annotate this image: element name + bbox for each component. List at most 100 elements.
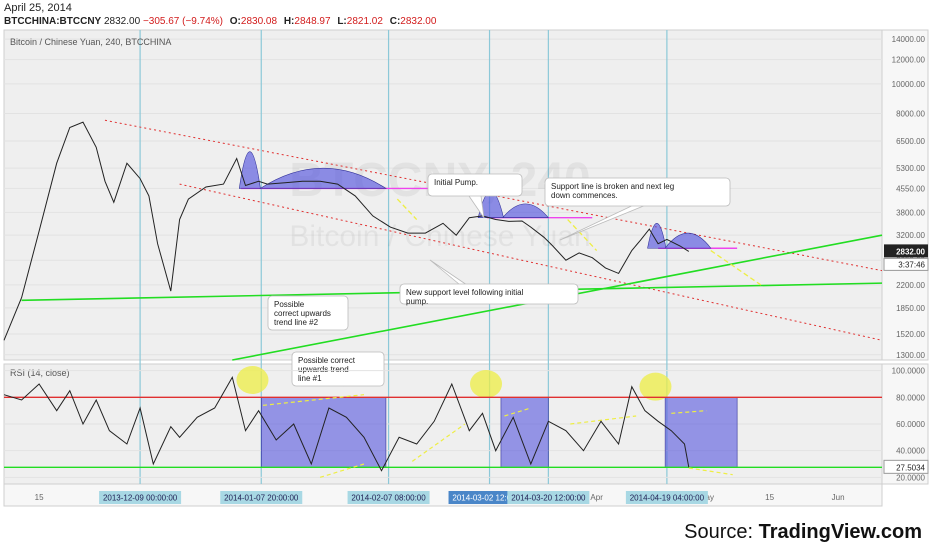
rsi-tick-label: 20.0000 (896, 473, 925, 482)
open-label: O: (229, 16, 241, 27)
rsi-trend-dash (262, 394, 365, 406)
pump-shape (259, 167, 387, 189)
rsi-range-box (500, 397, 549, 468)
rsi-title: RSI (14, close) (10, 368, 70, 378)
current-price-label: 2832.00 (896, 247, 925, 256)
session-date-label: 2014-04-19 04:00:00 (630, 494, 705, 503)
rsi-trend-dash (688, 467, 733, 476)
rsi-trend-dash (504, 407, 531, 417)
countdown-label: 3:37:46 (898, 260, 925, 269)
price-tick-label: 8000.00 (896, 109, 925, 118)
source-brand[interactable]: TradingView.com (758, 521, 922, 543)
low-value: 2821.02 (346, 16, 383, 27)
pump-shape (502, 203, 549, 218)
rsi-overlays (4, 366, 882, 478)
price-tick-label: 12000.00 (892, 56, 926, 65)
time-tick-label: Apr (590, 493, 603, 502)
price-tick-label: 14000.00 (892, 35, 926, 44)
session-date-label: 2014-03-20 12:00:00 (511, 494, 586, 503)
rsi-series-line (3, 375, 690, 472)
note-support-broken: Support line is broken and next legdown … (544, 177, 731, 241)
rsi-range-box (664, 397, 738, 468)
last-price: 2832.00 (104, 16, 141, 27)
rsi-range-box (260, 397, 387, 468)
callout-box (427, 173, 523, 197)
low-label: L: (337, 16, 347, 27)
rsi-tick-label: 100.0000 (892, 367, 926, 376)
rsi-peak-highlight (470, 370, 503, 398)
price-axis-labels: 1300.001520.001850.002200.002650.003200.… (883, 35, 929, 360)
price-tick-label: 3800.00 (896, 208, 925, 217)
callout-text: pump. (406, 297, 428, 306)
price-tick-label: 3200.00 (896, 231, 925, 240)
time-tick-label: 15 (765, 493, 774, 502)
session-date-label: 2013-12-09 00:00:00 (103, 494, 178, 503)
callout-pointer (559, 205, 644, 241)
callout-text: New support level following initial (406, 288, 524, 297)
projection-line (396, 198, 418, 220)
callout-box (291, 351, 385, 387)
rsi-axis-labels: 20.0000 40.0000 60.0000 80.0000 100.0000 27.5… (883, 367, 929, 482)
rsi-trend-dash (411, 423, 466, 462)
callout-text: Initial Pump. (434, 178, 478, 187)
callout-text: trend line #2 (274, 318, 319, 327)
countdown-badge (883, 257, 929, 271)
rsi-tick-label: 40.0000 (896, 447, 925, 456)
note-initial-pump: Initial Pump. (427, 173, 523, 219)
rsi-trend-dash (319, 463, 365, 478)
rsi-trend-dash (671, 410, 707, 414)
pane-title: Bitcoin / Chinese Yuan, 240, BTCCHINA (10, 37, 171, 47)
time-axis-labels: 15Apr15May15Jun2013-12-09 00:00:002014-0… (35, 491, 845, 504)
high-label: H: (283, 16, 295, 27)
trading-chart[interactable]: BTCCNY, 240 Bitcoin / Chinese Yuan Bitco… (0, 28, 932, 548)
callout-box (399, 283, 579, 305)
quote-line: BTCCHINA:BTCCNY 2832.00 −305.67 (−9.74%)… (4, 16, 436, 27)
callout-text: line #1 (298, 374, 322, 383)
annotation-boxes: Initial Pump. Support line is broken and … (267, 173, 731, 387)
price-tick-label: 2200.00 (896, 281, 925, 290)
callout-text: Support line is broken and next leg (551, 182, 674, 191)
high-value: 2848.97 (294, 16, 331, 27)
session-date-badge (347, 491, 430, 504)
rsi-peak-highlight (236, 366, 269, 394)
session-date-label: 2014-01-07 20:00:00 (224, 494, 299, 503)
price-tick-label: 6500.00 (896, 137, 925, 146)
price-tick-label: 1300.00 (896, 351, 925, 360)
price-change: −305.67 (−9.74%) (142, 16, 223, 27)
price-tick-label: 4550.00 (896, 184, 925, 193)
close-label: C: (389, 16, 401, 27)
price-tick-label: 1850.00 (896, 304, 925, 313)
callout-text: down commences. (551, 191, 618, 200)
time-tick-label: 15 (35, 493, 44, 502)
current-price-badge (884, 244, 928, 258)
session-date-label: 2014-03-02 12:00:00 (452, 494, 527, 503)
callout-text: Possible correct (298, 356, 356, 365)
callout-text: correct upwards (274, 309, 331, 318)
projection-line (567, 219, 598, 251)
rsi-peak-highlight (639, 372, 672, 401)
projection-line (710, 250, 762, 286)
chart-date: April 25, 2014 (4, 2, 72, 14)
open-value: 2830.08 (240, 16, 278, 27)
callout-text: Possible (274, 300, 305, 309)
rsi-current-badge (883, 459, 929, 474)
price-axis-bg (881, 29, 929, 361)
session-date-badge (625, 491, 708, 504)
rsi-tick-label: 60.0000 (896, 420, 925, 429)
price-series-line (3, 121, 690, 341)
price-tick-label: 5300.00 (896, 164, 925, 173)
callout-box (544, 177, 731, 207)
rsi-current-label: 27.5034 (896, 463, 925, 472)
price-tick-label: 10000.00 (892, 80, 926, 89)
session-date-label: 2014-02-07 08:00:00 (351, 494, 426, 503)
symbol[interactable]: BTCCHINA:BTCCNY (4, 16, 102, 27)
time-tick-label: Jun (832, 493, 845, 502)
callout-box (267, 295, 349, 331)
rsi-tick-label: 80.0000 (896, 393, 925, 402)
price-grid (4, 38, 882, 356)
session-date-badge (99, 491, 182, 504)
price-tick-label: 1520.00 (896, 330, 925, 339)
